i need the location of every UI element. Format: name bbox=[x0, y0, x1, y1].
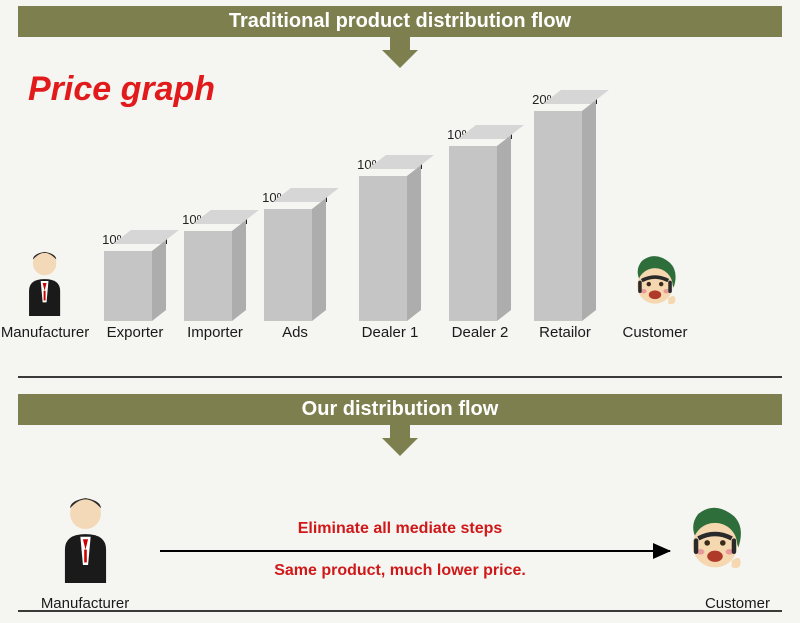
top-arrow-stem bbox=[390, 37, 410, 51]
bottom-arrow-head bbox=[382, 438, 418, 456]
bar: 10% added bbox=[445, 127, 515, 321]
price-bar-chart: 10% added10% added10% added10% added10% … bbox=[0, 56, 800, 321]
bottom-arrow-stem bbox=[390, 425, 410, 439]
axis-label: Customer bbox=[622, 324, 687, 341]
flow-arrow bbox=[160, 550, 670, 552]
axis-label: Ads bbox=[282, 324, 308, 341]
axis-label: Dealer 2 bbox=[452, 324, 509, 341]
bottom-section: Our distribution flow Eliminate all medi… bbox=[0, 394, 800, 612]
customer-icon-bottom bbox=[670, 505, 760, 588]
bar: 10% added bbox=[100, 232, 170, 321]
bar: 20% added bbox=[530, 92, 600, 321]
bottom-header-bar: Our distribution flow bbox=[18, 394, 782, 425]
customer-icon bbox=[620, 254, 690, 321]
axis-label: Manufacturer bbox=[1, 324, 89, 341]
top-header-bar: Traditional product distribution flow bbox=[18, 6, 782, 37]
flow-line1: Eliminate all mediate steps bbox=[298, 520, 503, 538]
bottom-header-text: Our distribution flow bbox=[302, 398, 499, 420]
bar: 10% added bbox=[180, 212, 250, 321]
chart-axis-labels: Manufacturer Exporter Importer Ads Dealer 1 D… bbox=[0, 324, 800, 348]
manufacturer-icon bbox=[10, 248, 80, 321]
flow-line2: Same product, much lower price. bbox=[274, 562, 526, 580]
manufacturer-icon-bottom bbox=[40, 493, 130, 588]
bar: 10% added bbox=[355, 157, 425, 321]
bottom-divider-line bbox=[18, 610, 782, 612]
axis-label: Dealer 1 bbox=[362, 324, 419, 341]
axis-label: Exporter bbox=[107, 324, 164, 341]
axis-label: Importer bbox=[187, 324, 243, 341]
bar: 10% added bbox=[260, 190, 330, 321]
axis-label: Retailor bbox=[539, 324, 591, 341]
top-header-text: Traditional product distribution flow bbox=[229, 10, 571, 32]
divider-line bbox=[18, 376, 782, 378]
flow-row: Eliminate all mediate steps Same product… bbox=[0, 462, 800, 612]
